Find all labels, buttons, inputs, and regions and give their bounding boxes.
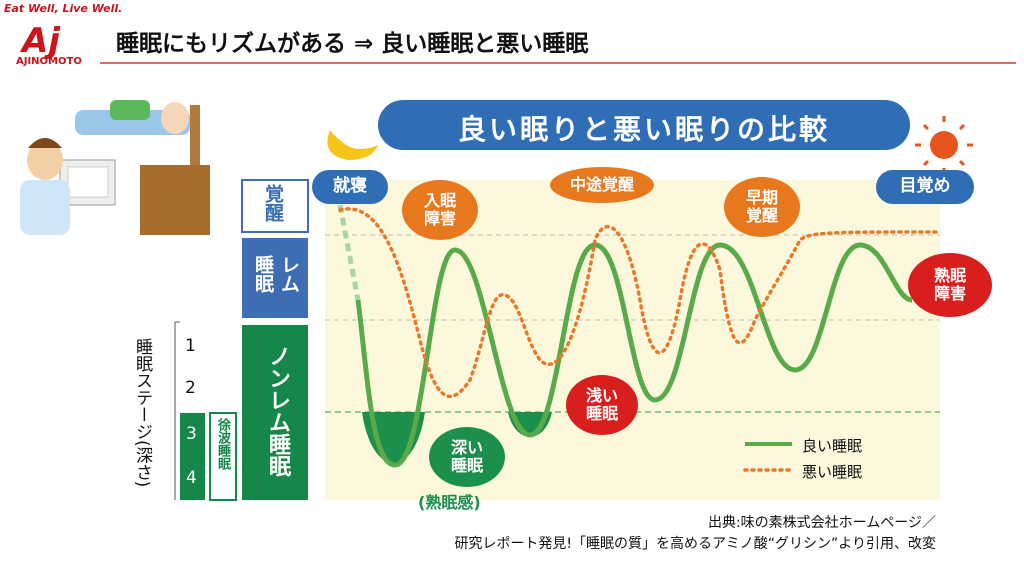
- stage-tick: 3: [186, 424, 197, 444]
- moon: [327, 130, 378, 160]
- callout: 熟眠障害: [933, 265, 966, 303]
- callout-bubble: [908, 253, 992, 317]
- stage-bracket: [174, 321, 180, 500]
- callout: 目覚め: [899, 176, 951, 197]
- banner: [378, 100, 910, 150]
- band-label: レム睡眠: [252, 255, 300, 293]
- awake-box: [241, 179, 309, 233]
- callout-bubble: [312, 170, 388, 204]
- callout: 中途覚醒: [569, 174, 634, 194]
- logo-mark: Aj: [19, 21, 61, 61]
- callout: 早期覚醒: [745, 187, 778, 225]
- band-label: 覚醒: [262, 184, 284, 222]
- callout-bubble: [429, 427, 505, 487]
- sun-rays: [915, 116, 973, 174]
- stage-tick: 1: [185, 336, 196, 356]
- rem-box: [242, 238, 308, 318]
- callout-bubble: [876, 170, 974, 204]
- tagline: Eat Well, Live Well.: [4, 2, 123, 15]
- callout: 浅い睡眠: [585, 385, 618, 423]
- band-label: ノンレム睡眠: [265, 345, 290, 477]
- callout: 就寝: [333, 176, 367, 197]
- illustration: [20, 100, 210, 235]
- legend-label: 悪い睡眠: [802, 463, 863, 481]
- slow-wave-box: [209, 412, 237, 501]
- good-sleep-onset: [337, 204, 361, 301]
- callout: 深い睡眠: [450, 437, 483, 475]
- logo-text: AJINOMOTO: [16, 56, 82, 67]
- diagram-title: 良い眠りと悪い眠りの比較: [457, 113, 830, 146]
- sun: [930, 131, 958, 159]
- nonrem-box: [242, 325, 308, 500]
- source-line: 出典:味の素株式会社ホームページ／: [707, 515, 936, 531]
- bad-sleep-curve: [338, 207, 942, 399]
- source-line: 研究レポート発見!「睡眠の質」を高めるアミノ酸“グリシン”より引用、改変: [454, 536, 936, 552]
- callout-bubble: [566, 375, 638, 435]
- slide-title: 睡眠にもリズムがある ⇒ 良い睡眠と悪い睡眠: [116, 31, 589, 57]
- deep-stage-box: [180, 413, 205, 500]
- deep-sleep-fill: [508, 412, 552, 437]
- slow-wave-label: 徐波睡眠: [215, 418, 230, 470]
- good-sleep-curve: [355, 242, 913, 468]
- stage-axis-label: 睡眠ステージ(深さ): [132, 338, 152, 488]
- callout: 入眠障害: [423, 190, 456, 228]
- stage-tick: 4: [186, 468, 197, 488]
- stage-tick: 2: [185, 378, 196, 398]
- legend-label: 良い睡眠: [802, 437, 863, 455]
- deep-note: (熟眠感): [418, 493, 481, 512]
- callout-bubble: [724, 177, 800, 237]
- callout-bubble: [402, 180, 478, 240]
- callout-bubble: [550, 167, 654, 203]
